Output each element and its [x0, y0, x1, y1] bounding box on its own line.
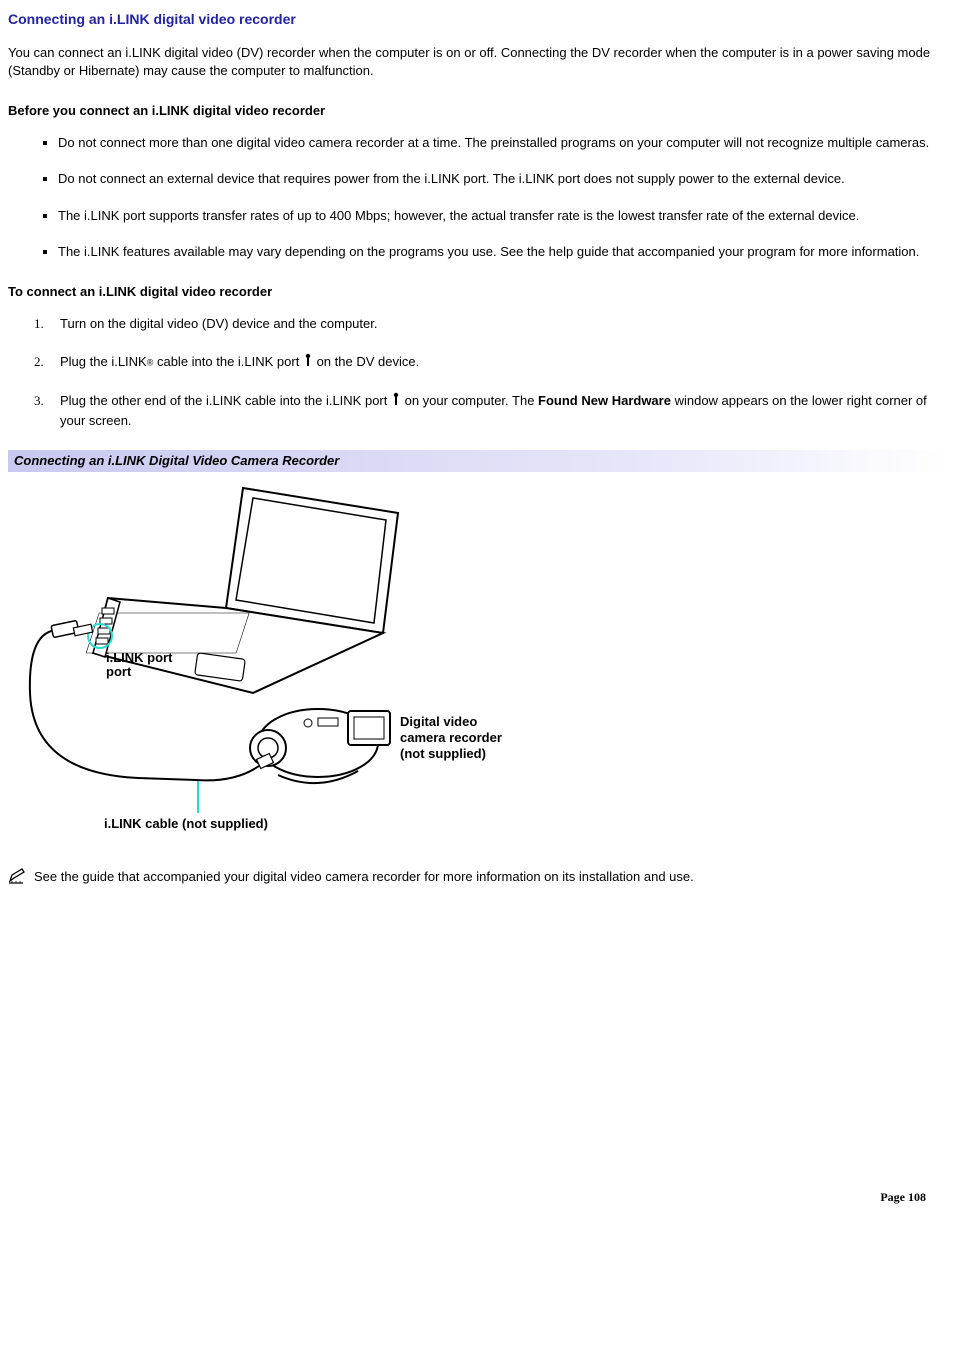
step-item: Turn on the digital video (DV) device an… — [60, 315, 946, 333]
camera-illustration — [250, 709, 390, 783]
svg-text:port: port — [106, 664, 132, 679]
list-item: Do not connect an external device that r… — [58, 170, 946, 188]
connect-heading: To connect an i.LINK digital video recor… — [8, 283, 946, 301]
step-text: Turn on the digital video (DV) device an… — [60, 316, 377, 331]
page-number: 108 — [908, 1190, 926, 1204]
cable-label: i.LINK cable (not supplied) — [104, 816, 268, 831]
ilink-port-icon — [391, 392, 401, 411]
connection-diagram: i.LINK port port i.LINK cable (not suppl… — [8, 478, 528, 838]
step-item: Plug the i.LINK® cable into the i.LINK p… — [60, 353, 946, 372]
step-item: Plug the other end of the i.LINK cable i… — [60, 392, 946, 429]
camera-label-1: Digital video — [400, 714, 477, 729]
camera-label-3: (not supplied) — [400, 746, 486, 761]
cable-connector-laptop — [51, 620, 93, 637]
note-text: See the guide that accompanied your digi… — [34, 868, 694, 886]
before-heading: Before you connect an i.LINK digital vid… — [8, 102, 946, 120]
diagram-caption: Connecting an i.LINK Digital Video Camer… — [8, 450, 946, 472]
ilink-port-label: i.LINK port — [106, 650, 173, 665]
list-item: The i.LINK features available may vary d… — [58, 243, 946, 261]
intro-paragraph: You can connect an i.LINK digital video … — [8, 44, 946, 80]
footer-label: Page — [880, 1190, 908, 1204]
step-text: on the DV device. — [313, 354, 419, 369]
step-text: Plug the i.LINK — [60, 354, 147, 369]
list-item: Do not connect more than one digital vid… — [58, 134, 946, 152]
steps-list: Turn on the digital video (DV) device an… — [8, 315, 946, 430]
note-line: See the guide that accompanied your digi… — [8, 868, 946, 889]
precautions-list: Do not connect more than one digital vid… — [8, 134, 946, 261]
step-text: on your computer. The — [401, 394, 538, 409]
camera-label-2: camera recorder — [400, 730, 502, 745]
pencil-note-icon — [8, 868, 28, 889]
step-text: Plug the other end of the i.LINK cable i… — [60, 394, 391, 409]
page-title: Connecting an i.LINK digital video recor… — [8, 10, 946, 30]
ilink-port-icon — [303, 353, 313, 372]
step-text: cable into the i.LINK port — [153, 354, 303, 369]
bold-text: Found New Hardware — [538, 394, 671, 409]
list-item: The i.LINK port supports transfer rates … — [58, 207, 946, 225]
page-footer: Page 108 — [8, 1189, 946, 1206]
